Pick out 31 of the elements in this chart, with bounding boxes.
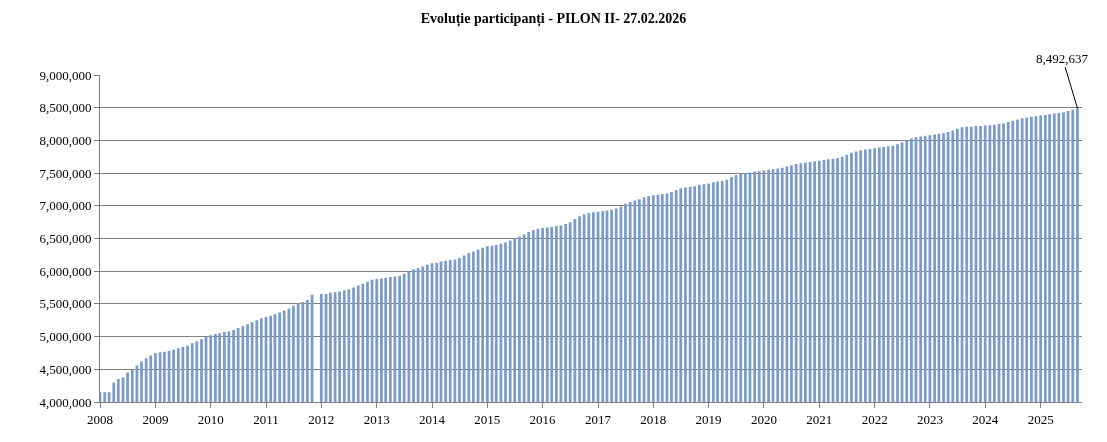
y-tick-label: 6,000,000 bbox=[39, 263, 92, 279]
x-tick-label: 2010 bbox=[197, 411, 224, 427]
y-tick-label: 7,000,000 bbox=[39, 198, 92, 214]
x-tick-label: 2012 bbox=[308, 411, 335, 427]
annotation: 8,492,637 bbox=[1036, 51, 1089, 66]
x-tick-label: 2015 bbox=[474, 411, 501, 427]
y-tick-label: 5,500,000 bbox=[39, 296, 92, 312]
x-tick-label: 2018 bbox=[640, 411, 667, 427]
x-tick-label: 2025 bbox=[1027, 411, 1054, 427]
y-tick-label: 8,000,000 bbox=[39, 132, 92, 148]
x-tick-label: 2013 bbox=[363, 411, 390, 427]
y-tick-label: 4,500,000 bbox=[39, 361, 92, 377]
x-tick-label: 2020 bbox=[750, 411, 777, 427]
y-tick-label: 7,500,000 bbox=[39, 165, 92, 181]
x-tick-label: 2017 bbox=[585, 411, 612, 427]
x-tick-label: 2019 bbox=[695, 411, 722, 427]
y-tick-label: 6,500,000 bbox=[39, 231, 92, 247]
y-tick-label: 4,000,000 bbox=[39, 394, 92, 410]
x-tick-label: 2024 bbox=[972, 411, 999, 427]
x-tick-label: 2011 bbox=[253, 411, 279, 427]
x-tick-label: 2023 bbox=[916, 411, 943, 427]
y-tick-label: 9,000,000 bbox=[39, 67, 92, 83]
x-tick-label: 2021 bbox=[806, 411, 833, 427]
y-tick-label: 5,000,000 bbox=[39, 329, 92, 345]
x-tick-label: 2008 bbox=[87, 411, 113, 427]
x-tick-label: 2009 bbox=[142, 411, 169, 427]
x-tick-label: 2016 bbox=[529, 411, 557, 427]
x-tick-label: 2022 bbox=[861, 411, 888, 427]
x-tick-label: 2014 bbox=[419, 411, 446, 427]
y-tick-label: 8,500,000 bbox=[39, 100, 92, 116]
chart-title: Evoluție participanți - PILON II- 27.02.2026 bbox=[420, 11, 687, 28]
